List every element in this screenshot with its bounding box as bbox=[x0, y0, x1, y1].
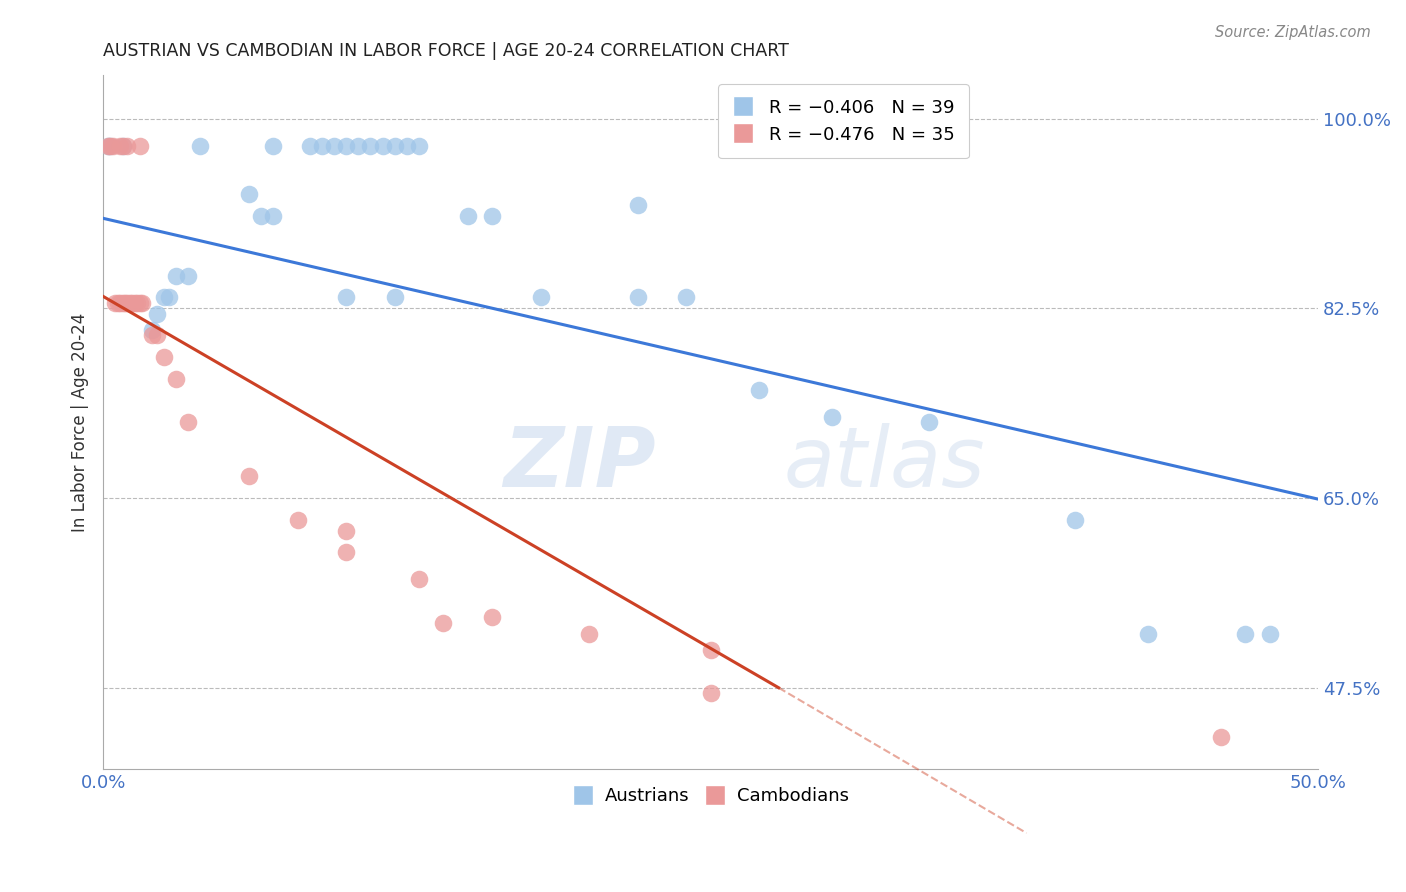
Point bbox=[311, 138, 333, 153]
Point bbox=[262, 138, 284, 153]
Point bbox=[432, 615, 454, 630]
Point bbox=[145, 328, 167, 343]
Point bbox=[141, 328, 163, 343]
Point bbox=[117, 138, 139, 153]
Point bbox=[141, 323, 163, 337]
Point bbox=[821, 409, 844, 424]
Point bbox=[1209, 730, 1232, 744]
Point bbox=[128, 296, 150, 310]
Y-axis label: In Labor Force | Age 20-24: In Labor Force | Age 20-24 bbox=[72, 312, 89, 532]
Point bbox=[97, 138, 120, 153]
Point bbox=[108, 296, 131, 310]
Point bbox=[627, 198, 650, 212]
Point bbox=[238, 469, 260, 483]
Point bbox=[100, 138, 122, 153]
Point bbox=[111, 296, 134, 310]
Point bbox=[131, 296, 153, 310]
Point bbox=[748, 383, 770, 397]
Point bbox=[457, 209, 479, 223]
Point bbox=[121, 296, 143, 310]
Point bbox=[118, 296, 141, 310]
Point bbox=[101, 138, 124, 153]
Point bbox=[177, 268, 200, 283]
Text: ZIP: ZIP bbox=[503, 424, 657, 504]
Point bbox=[153, 290, 176, 304]
Text: Source: ZipAtlas.com: Source: ZipAtlas.com bbox=[1215, 25, 1371, 40]
Point bbox=[128, 138, 150, 153]
Point bbox=[157, 290, 180, 304]
Point bbox=[104, 296, 127, 310]
Point bbox=[111, 138, 134, 153]
Point bbox=[145, 307, 167, 321]
Point bbox=[371, 138, 394, 153]
Point bbox=[699, 642, 721, 657]
Point bbox=[165, 268, 187, 283]
Legend: Austrians, Cambodians: Austrians, Cambodians bbox=[565, 780, 856, 812]
Point bbox=[188, 138, 211, 153]
Point bbox=[111, 138, 134, 153]
Point bbox=[1064, 513, 1087, 527]
Point bbox=[699, 686, 721, 700]
Point bbox=[298, 138, 321, 153]
Point bbox=[108, 138, 131, 153]
Point bbox=[97, 138, 120, 153]
Point bbox=[1234, 626, 1257, 640]
Point bbox=[481, 209, 503, 223]
Point bbox=[408, 138, 430, 153]
Text: AUSTRIAN VS CAMBODIAN IN LABOR FORCE | AGE 20-24 CORRELATION CHART: AUSTRIAN VS CAMBODIAN IN LABOR FORCE | A… bbox=[103, 42, 789, 60]
Point bbox=[153, 350, 176, 364]
Point bbox=[1258, 626, 1281, 640]
Point bbox=[238, 187, 260, 202]
Point bbox=[675, 290, 697, 304]
Point bbox=[578, 626, 600, 640]
Point bbox=[287, 513, 309, 527]
Point bbox=[117, 296, 139, 310]
Point bbox=[107, 296, 129, 310]
Point bbox=[384, 290, 406, 304]
Point bbox=[347, 138, 370, 153]
Point bbox=[165, 372, 187, 386]
Point bbox=[481, 610, 503, 624]
Point bbox=[395, 138, 418, 153]
Point bbox=[335, 545, 357, 559]
Point bbox=[335, 138, 357, 153]
Point bbox=[335, 524, 357, 538]
Point bbox=[262, 209, 284, 223]
Point bbox=[359, 138, 381, 153]
Point bbox=[127, 296, 149, 310]
Point bbox=[335, 290, 357, 304]
Point bbox=[627, 290, 650, 304]
Point bbox=[408, 572, 430, 586]
Point bbox=[1137, 626, 1160, 640]
Point bbox=[918, 415, 941, 429]
Point bbox=[529, 290, 551, 304]
Point bbox=[177, 415, 200, 429]
Text: atlas: atlas bbox=[783, 424, 986, 504]
Point bbox=[323, 138, 346, 153]
Point bbox=[114, 296, 136, 310]
Point bbox=[384, 138, 406, 153]
Point bbox=[250, 209, 273, 223]
Point bbox=[100, 138, 122, 153]
Point bbox=[124, 296, 146, 310]
